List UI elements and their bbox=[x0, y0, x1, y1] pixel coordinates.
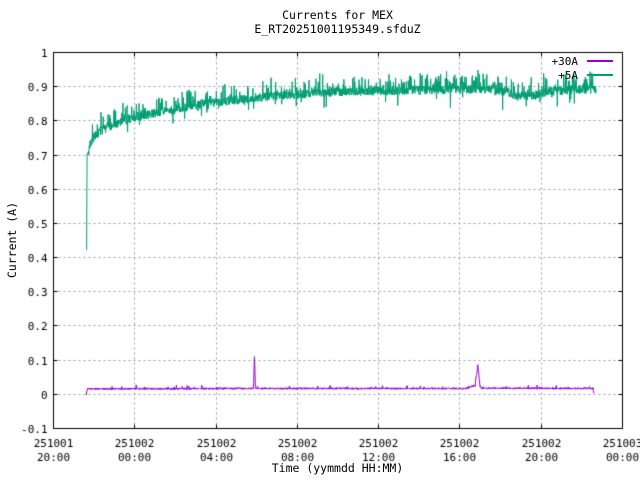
legend-row-30a: +30A bbox=[551, 54, 613, 68]
chart-title: Currents for MEX bbox=[282, 8, 393, 22]
legend: +30A +5A bbox=[551, 54, 613, 82]
legend-line-sample-1 bbox=[587, 60, 613, 62]
x-axis-title: Time (yymmdd HH:MM) bbox=[271, 461, 404, 475]
legend-label-30a: +30A bbox=[551, 54, 579, 68]
legend-row-5a: +5A bbox=[552, 68, 613, 82]
y-axis-title: Current (A) bbox=[5, 201, 19, 279]
legend-label-5a: +5A bbox=[558, 68, 578, 82]
chart-subtitle: E_RT20251001195349.sfduZ bbox=[254, 22, 421, 36]
legend-line-sample-2 bbox=[587, 74, 613, 76]
